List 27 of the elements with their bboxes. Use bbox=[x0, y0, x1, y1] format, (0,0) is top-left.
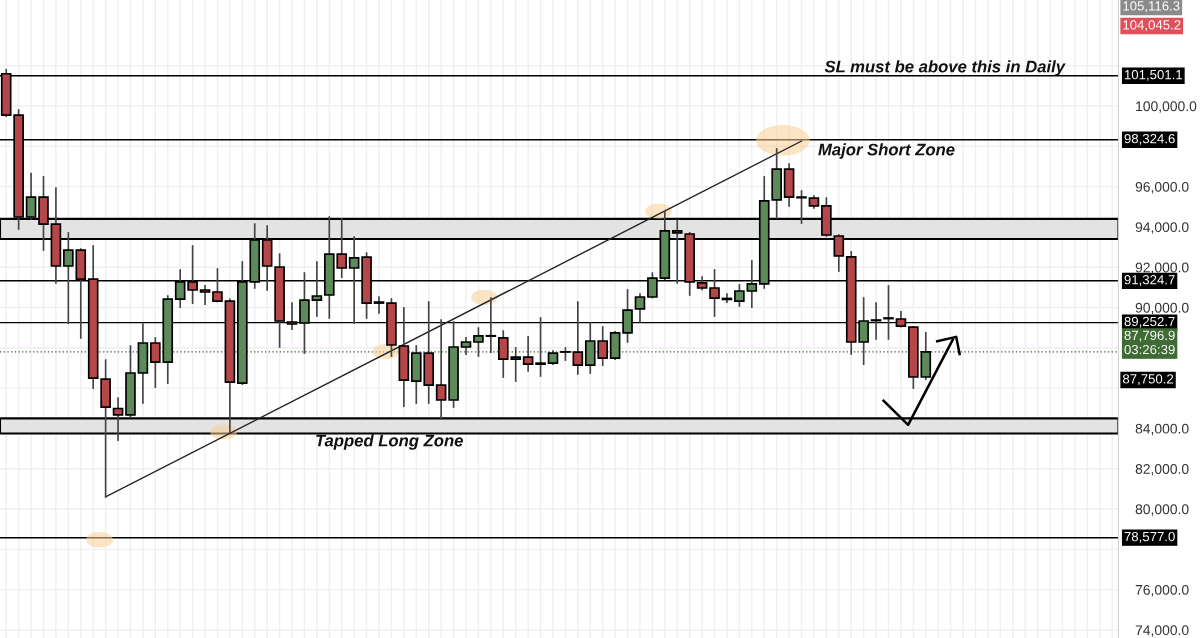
text: 104,045.2 bbox=[1123, 20, 1181, 32]
candlestick bbox=[199, 285, 211, 305]
ref-line-label: 91,324.7 bbox=[1124, 275, 1175, 286]
candlestick bbox=[473, 327, 484, 357]
candlestick bbox=[373, 296, 385, 314]
ref-line-label: 101,501.1 bbox=[1124, 69, 1183, 81]
candlestick bbox=[734, 284, 745, 307]
text: 105,116.3 bbox=[1123, 1, 1180, 13]
annotation: SL must be above this in Daily bbox=[824, 60, 1066, 76]
annotation: Major Short Zone bbox=[818, 143, 955, 159]
ref-line-label: 89,252.7 bbox=[1124, 316, 1175, 328]
y-tick-label: 84,000.0 bbox=[1135, 423, 1189, 436]
ref-line-label: 78,577.0 bbox=[1124, 531, 1175, 543]
y-tick-label: 94,000.0 bbox=[1135, 222, 1189, 234]
y-tick-label: 80,000.0 bbox=[1135, 504, 1189, 516]
y-tick-label: 90,000.0 bbox=[1135, 302, 1189, 315]
candlestick bbox=[522, 336, 534, 372]
ref-line-label: 87,796.9 03:26:39 bbox=[1124, 330, 1175, 355]
annotation: Tapped Long Zone bbox=[316, 434, 463, 450]
y-tick-label: 76,000.0 bbox=[1135, 584, 1189, 597]
text: 87,750.2 bbox=[1122, 374, 1174, 386]
y-tick-label: 92,000.0 bbox=[1135, 262, 1189, 275]
y-tick-label: 82,000.0 bbox=[1135, 464, 1189, 476]
y-tick-label: 96,000.0 bbox=[1135, 181, 1189, 194]
ref-line-label: 98,324.6 bbox=[1124, 133, 1175, 145]
y-tick-label: 100,000.0 bbox=[1136, 101, 1197, 113]
y-tick-label: 74,000.0 bbox=[1135, 625, 1189, 637]
